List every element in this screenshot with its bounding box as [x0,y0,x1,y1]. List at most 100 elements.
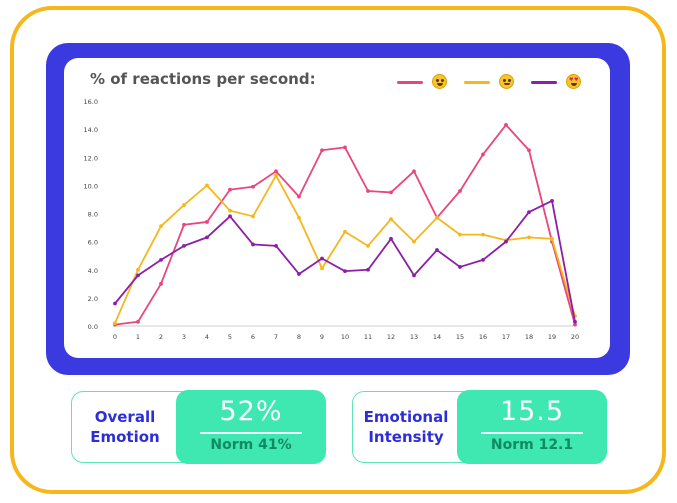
legend-line-purple [531,81,557,84]
x-tick-label: 12 [387,333,395,341]
chart-legend: ♥ ♥ [397,72,597,92]
series-point [182,203,186,207]
series-point [228,187,232,192]
series-point [550,236,554,241]
emotional-intensity-label: Emotional Intensity [353,392,459,462]
x-tick-label: 5 [228,333,232,341]
series-point [320,266,324,271]
chart-title: % of reactions per second: [90,70,316,88]
legend-line-yellow [464,81,490,84]
reactions-line-chart: 0.02.04.06.08.010.012.014.016.00 1 2 3 4 5 6 7 8… [84,98,580,341]
x-tick-label: 6 [251,333,255,341]
series-point [527,148,531,153]
series-point [343,229,347,234]
series-point [136,273,140,278]
series-point [458,189,462,193]
series-point [389,190,393,195]
series-point [435,215,439,220]
series-point [481,152,485,157]
x-tick-label: 16 [479,333,487,341]
overall-emotion-divider [200,432,302,434]
series-point [136,267,140,272]
series-point [458,232,462,237]
series-point [527,235,531,240]
series-point [366,189,370,193]
series-point [573,319,577,324]
series-point [205,183,209,188]
x-tick-label: 11 [364,333,372,341]
x-tick-label: 1 [136,333,140,341]
emotional-intensity-label-line2: Intensity [368,428,444,446]
series-point [228,214,232,219]
emotional-intensity-value-box: 15.5 Norm 12.1 [457,390,607,464]
series-point [182,243,186,248]
y-tick-label: 14.0 [84,126,98,134]
x-tick-label: 4 [205,333,209,341]
series-point [274,243,278,248]
smiling-emoji-icon [499,74,514,89]
y-tick-label: 0.0 [88,323,98,331]
y-tick-label: 8.0 [88,211,98,219]
legend-line-pink [397,81,423,84]
series-point [159,258,163,262]
series-point [320,148,324,153]
chart-card: 0.0 2.0 4.0 6.0 8.0 10.0 12.0 14.0 16.0 0 1 2 3 4 5 6 7 8… [64,58,610,358]
series-line-heart-eyes [114,199,576,322]
series-point [297,194,301,199]
x-tick-label: 19 [548,333,556,341]
series-point [113,321,117,326]
x-tick-label: 18 [525,333,533,341]
x-tick-label: 2 [159,333,163,341]
series-point [251,242,255,247]
emotional-intensity-divider [481,432,583,434]
emotional-intensity-value: 15.5 [499,396,565,427]
series-point [320,256,324,261]
series-point [297,272,301,276]
overall-emotion-label-line2: Emotion [90,428,160,446]
x-tick-label: 13 [410,333,418,341]
x-tick-label: 20 [571,333,579,341]
overall-emotion-label-line1: Overall [94,408,156,426]
series-point [205,220,209,224]
series-point [274,173,278,178]
overall-emotion-norm: Norm 41% [210,437,292,453]
series-point [136,319,140,324]
x-tick-label: 15 [456,333,464,341]
series-point [366,267,370,272]
y-tick-label: 10.0 [84,182,98,190]
series-point [205,235,209,240]
series-point [159,281,163,286]
overall-emotion-label: Overall Emotion [72,392,178,462]
series-point [435,248,439,252]
series-point [251,184,255,189]
overall-emotion-value-box: 52% Norm 41% [176,390,326,464]
x-tick-label: 14 [433,333,441,341]
overall-emotion-card: Overall Emotion 52% Norm 41% [71,390,326,464]
y-tick-label: 6.0 [88,239,98,247]
series-point [412,239,416,244]
emotional-intensity-norm: Norm 12.1 [490,437,574,453]
x-tick-label: 0 [113,333,117,341]
y-tick-label: 16.0 [84,98,98,106]
tears-of-joy-emoji-icon [432,74,447,89]
y-tick-label: 2.0 [88,295,98,303]
series-point [113,301,117,306]
series-point [228,208,232,213]
series-point [481,232,485,237]
emotional-intensity-card: Emotional Intensity 15.5 Norm 12.1 [352,390,607,464]
overall-emotion-value: 52% [219,396,283,427]
series-point [251,214,255,219]
series-point [458,265,462,269]
series-point [366,243,370,248]
series-point [343,269,347,274]
series-point [297,215,301,220]
series-point [274,169,278,174]
y-tick-label: 12.0 [84,154,98,162]
heart-eyes-emoji-icon: ♥ ♥ [566,74,581,89]
series-point [550,198,554,203]
series-point [389,217,393,222]
series-point [573,322,577,327]
series-point [412,273,416,278]
x-tick-label: 7 [274,333,278,341]
series-point [389,236,393,241]
